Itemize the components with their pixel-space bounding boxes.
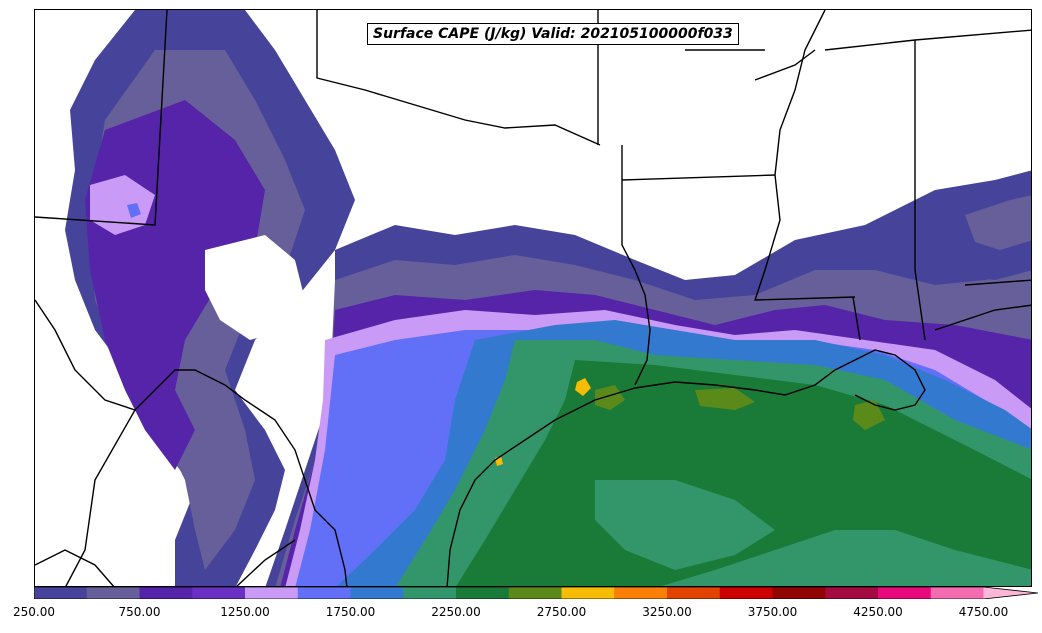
colorbar-tick-label: 2250.00 <box>431 605 481 619</box>
colorbar-segment <box>139 587 193 599</box>
colorbar-tick-label: 750.00 <box>118 605 161 619</box>
cape-region-orange-1 <box>575 378 591 396</box>
map-panel: Surface CAPE (J/kg) Valid: 202105100000f… <box>34 9 1032 587</box>
colorbar-segment <box>245 587 299 599</box>
colorbar-outline <box>34 587 1038 599</box>
state-border-ms-river <box>754 10 856 301</box>
colorbar-segment <box>456 587 510 599</box>
cape-region-olive-2 <box>595 385 625 410</box>
state-border-ar-la <box>621 174 776 181</box>
cape-region-nw-core <box>90 175 155 235</box>
colorbar-tick-label: 1750.00 <box>325 605 376 619</box>
colorbar-segment <box>719 587 773 599</box>
colorbar-segment <box>930 587 984 599</box>
state-border-ok-tx <box>316 10 601 146</box>
state-border-la-ms <box>852 296 861 341</box>
mexico-state-border-2 <box>35 549 115 586</box>
colorbar-extend-arrow-icon <box>983 587 1038 599</box>
cape-region-olive-3 <box>853 400 885 430</box>
colorbar-segment <box>825 587 879 599</box>
colorbar-segment <box>878 587 932 599</box>
cape-map <box>35 10 1031 586</box>
colorbar-segment <box>403 587 457 599</box>
colorbar-tick-label: 4250.00 <box>853 605 903 619</box>
colorbar-segment <box>350 587 404 599</box>
colorbar-tick-label: 250.00 <box>13 605 55 619</box>
colorbar-segment <box>561 587 615 599</box>
colorbar-segment <box>667 587 721 599</box>
cape-region-nw-blue <box>127 203 141 218</box>
cape-colorbar <box>34 587 1038 599</box>
map-title: Surface CAPE (J/kg) Valid: 202105100000f… <box>367 23 739 45</box>
state-border-ms-al <box>914 40 926 341</box>
state-border-tx-la <box>621 145 651 386</box>
mexico-state-border-3 <box>236 539 296 586</box>
state-border-tx-nm <box>35 10 168 226</box>
colorbar-segment <box>86 587 140 599</box>
border-us-mexico <box>35 299 348 586</box>
arkansas-river <box>754 49 816 81</box>
colorbar-tick-label: 4750.00 <box>958 605 1009 619</box>
colorbar-segment <box>34 587 88 599</box>
mexico-state-border-1 <box>65 409 136 586</box>
colorbar-tick-label: 1250.00 <box>220 605 270 619</box>
colorbar-segment <box>297 587 351 599</box>
state-border-al-fl <box>964 279 1031 286</box>
state-border-north <box>685 29 1031 51</box>
colorbar-tick-label: 3750.00 <box>747 605 798 619</box>
colorbar-segment <box>508 587 562 599</box>
colorbar-segment <box>192 587 246 599</box>
colorbar-tick-label: 2750.00 <box>536 605 587 619</box>
cape-region-olive-1 <box>695 388 755 410</box>
gulf-coastline <box>446 304 1031 586</box>
cape-region-gulf-teal-lower <box>595 480 775 570</box>
clear-region-west <box>205 235 305 340</box>
colorbar-segment <box>614 587 668 599</box>
cape-region-ne-inner <box>965 195 1031 250</box>
colorbar-segment <box>772 587 826 599</box>
cape-field <box>65 10 1031 586</box>
boundaries <box>35 10 1031 586</box>
cape-region-gulf-green <box>456 360 1031 586</box>
colorbar-tick-label: 3250.00 <box>642 605 692 619</box>
